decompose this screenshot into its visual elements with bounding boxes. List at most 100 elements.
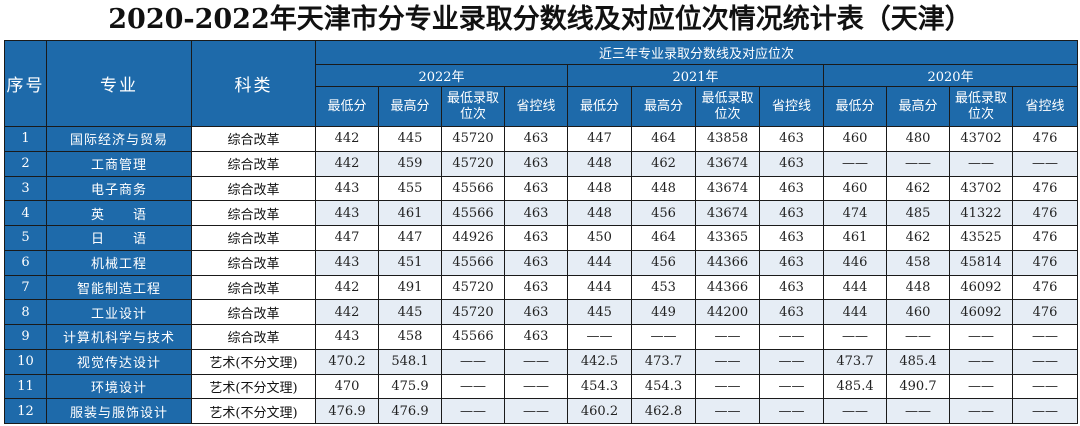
y2020-min-rank: —— [949, 150, 1013, 177]
y2021-min-rank: 43674 [695, 175, 760, 202]
y2021-max-score: —— [631, 324, 696, 350]
y2022-min-score: 443 [315, 200, 379, 226]
y2022-min-rank: 45566 [441, 200, 505, 226]
row-number: 2 [4, 150, 47, 177]
y2022-min-score: 442 [315, 126, 379, 152]
y2021-max-score: 454.3 [631, 373, 696, 400]
y2022-max-score: 461 [378, 200, 442, 226]
major-name: 英 语 [46, 200, 192, 226]
admission-score-table: 序号 专业 科类 近三年专业录取分数线及对应位次 2022年 2021年 202… [4, 40, 1079, 424]
y2021-min-rank: —— [695, 373, 760, 400]
y2020-control-line: —— [1011, 373, 1079, 400]
y2020-min-rank: 43702 [949, 175, 1013, 202]
row-number: 12 [4, 398, 47, 424]
y2022-min-rank: —— [441, 398, 505, 424]
subheader-control-line-2021年: 省控线 [759, 86, 824, 127]
row-number: 10 [4, 348, 47, 375]
y2022-control-line: 463 [504, 249, 568, 276]
y2022-max-score: 447 [378, 225, 442, 251]
y2020-control-line: 476 [1011, 249, 1079, 276]
y2021-max-score: 449 [631, 299, 696, 325]
y2022-max-score: 451 [378, 249, 442, 276]
y2022-min-rank: 45720 [441, 274, 505, 301]
y2022-control-line: 463 [504, 225, 568, 251]
y2022-min-rank: 45566 [441, 324, 505, 350]
y2021-max-score: 456 [631, 249, 696, 276]
y2020-max-score: 480 [886, 126, 950, 152]
y2022-control-line: —— [504, 398, 568, 424]
category: 综合改革 [191, 225, 316, 251]
y2020-control-line: 476 [1011, 225, 1079, 251]
y2022-min-score: 476.9 [315, 398, 379, 424]
y2022-max-score: 458 [378, 324, 442, 350]
y2020-min-score: 473.7 [823, 348, 887, 375]
y2021-min-rank: 43858 [695, 126, 760, 152]
table-row: 9 计算机科学与技术 综合改革 443 458 45566 463 —— —— —— —— —— —— —… [4, 324, 1079, 350]
y2020-min-score: 444 [823, 274, 887, 301]
major-name: 机械工程 [46, 249, 192, 276]
subheader-min-score-2021年: 最低分 [567, 86, 632, 127]
category: 综合改革 [191, 249, 316, 276]
y2020-max-score: 462 [886, 175, 950, 202]
subheader-min-rank-2020年: 最低录取位次 [949, 86, 1013, 127]
y2020-min-rank: —— [949, 373, 1013, 400]
y2020-min-score: 485.4 [823, 373, 887, 400]
y2021-min-rank: 44366 [695, 249, 760, 276]
major-name: 视觉传达设计 [46, 348, 192, 375]
y2021-max-score: 462 [631, 150, 696, 177]
y2021-min-score: 442.5 [567, 348, 632, 375]
y2021-min-score: 454.3 [567, 373, 632, 400]
y2020-min-rank: 46092 [949, 299, 1013, 325]
y2022-max-score: 475.9 [378, 373, 442, 400]
table-row: 8 工业设计 综合改革 442 445 45720 463 445 449 44200 463 444… [4, 299, 1079, 325]
y2022-min-rank: 45566 [441, 249, 505, 276]
y2020-min-rank: 46092 [949, 274, 1013, 301]
y2022-min-score: 443 [315, 249, 379, 276]
y2022-control-line: 463 [504, 150, 568, 177]
header-number: 序号 [4, 40, 47, 127]
y2020-control-line: 476 [1011, 274, 1079, 301]
y2020-min-score: 446 [823, 249, 887, 276]
y2020-control-line: —— [1011, 398, 1079, 424]
y2022-max-score: 445 [378, 126, 442, 152]
table-row: 3 电子商务 综合改革 443 455 45566 463 448 448 43674 463 460… [4, 175, 1079, 202]
y2020-control-line: —— [1011, 324, 1079, 350]
y2021-min-score: —— [567, 324, 632, 350]
category: 艺术(不分文理) [191, 373, 316, 400]
y2021-min-score: 450 [567, 225, 632, 251]
major-name: 环境设计 [46, 373, 192, 400]
y2021-min-rank: 43674 [695, 150, 760, 177]
header-year-2020: 2020年 [822, 64, 1079, 87]
y2022-min-rank: 45720 [441, 299, 505, 325]
y2021-control-line: 463 [759, 175, 824, 202]
major-name: 电子商务 [46, 175, 192, 202]
table-header: 序号 专业 科类 近三年专业录取分数线及对应位次 2022年 2021年 202… [4, 40, 1079, 127]
y2021-control-line: 463 [759, 225, 824, 251]
y2022-control-line: 463 [504, 126, 568, 152]
row-number: 5 [4, 225, 47, 251]
y2022-max-score: 459 [378, 150, 442, 177]
subheader-min-score-2020年: 最低分 [823, 86, 887, 127]
y2021-control-line: 463 [759, 274, 824, 301]
y2020-max-score: —— [886, 398, 950, 424]
y2020-min-rank: 43525 [949, 225, 1013, 251]
y2021-min-score: 444 [567, 274, 632, 301]
y2021-max-score: 453 [631, 274, 696, 301]
y2021-control-line: —— [759, 348, 824, 375]
y2021-max-score: 462.8 [631, 398, 696, 424]
y2020-min-score: 460 [823, 175, 887, 202]
table-row: 1 国际经济与贸易 综合改革 442 445 45720 463 447 464 43858 463… [4, 126, 1079, 152]
row-number: 9 [4, 324, 47, 350]
row-number: 11 [4, 373, 47, 400]
category: 综合改革 [191, 274, 316, 301]
y2021-min-score: 445 [567, 299, 632, 325]
y2021-max-score: 456 [631, 200, 696, 226]
table-row: 12 服装与服饰设计 艺术(不分文理) 476.9 476.9 —— —— 460.2 462.… [4, 398, 1079, 424]
subheader-control-line-2022年: 省控线 [504, 86, 568, 127]
table-row: 7 智能制造工程 综合改革 442 491 45720 463 444 453 44366 463 4… [4, 274, 1079, 301]
major-name: 计算机科学与技术 [46, 324, 192, 350]
header-year-2021: 2021年 [567, 64, 824, 87]
y2021-min-score: 448 [567, 200, 632, 226]
